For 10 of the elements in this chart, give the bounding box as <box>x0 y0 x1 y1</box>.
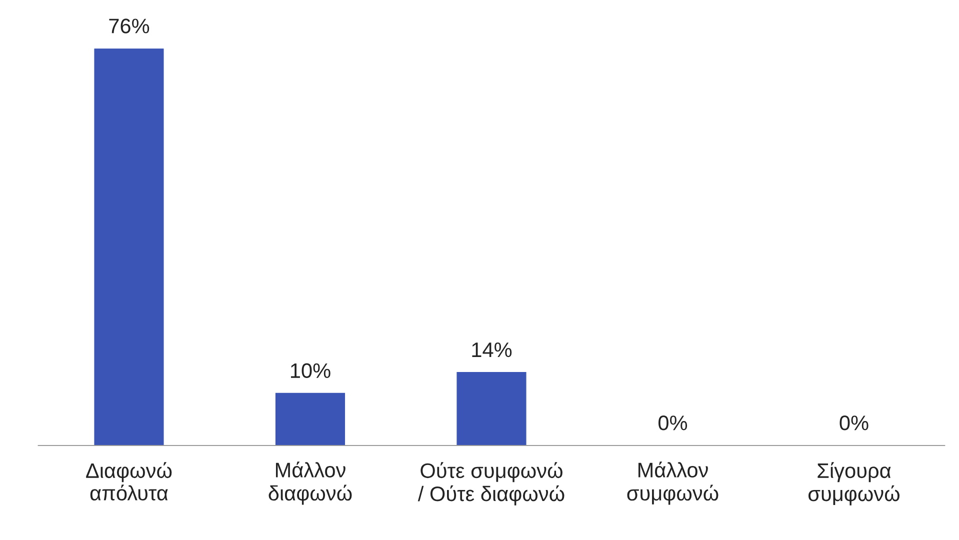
data-label: 0% <box>840 416 868 430</box>
x-tick-label: Διαφωνώ απόλυτα <box>86 462 172 501</box>
data-label: 0% <box>658 416 688 430</box>
data-label: 10% <box>290 363 330 378</box>
x-tick-label: Μάλλον διαφωνώ <box>268 462 352 505</box>
x-tick-label: Σίγουρα συμφωνώ <box>808 462 900 506</box>
data-label: 14% <box>472 342 512 358</box>
x-tick-label: Ούτε συμφωνώ / Ούτε διαφωνώ <box>418 462 564 506</box>
data-label: 76% <box>109 18 150 34</box>
x-tick-label: Μάλλον συμφωνώ <box>627 462 718 505</box>
